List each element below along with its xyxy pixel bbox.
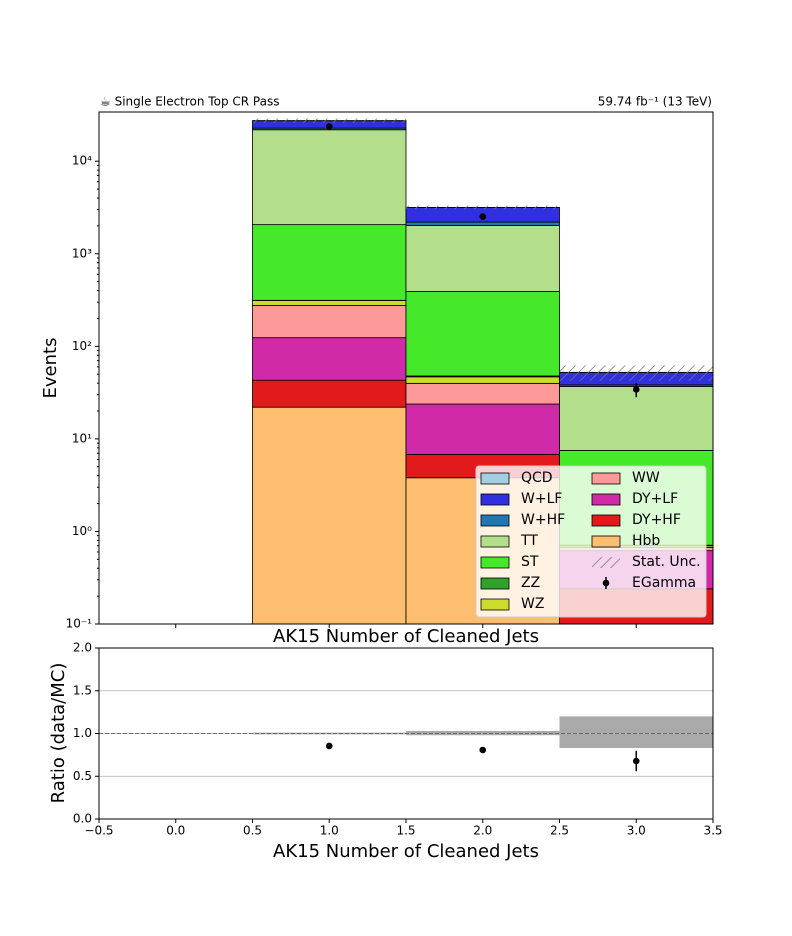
legend-swatch — [480, 535, 510, 548]
data-point — [479, 746, 487, 754]
data-point — [325, 123, 333, 130]
legend-label: Hbb — [632, 533, 660, 549]
bar-segment — [252, 337, 407, 381]
y-tick-label: 2.0 — [73, 641, 92, 655]
data-point — [632, 757, 640, 765]
legend-label: DY+LF — [632, 491, 678, 507]
y-tick-label: 0.5 — [73, 769, 92, 783]
y-tick-label: 10³ — [72, 246, 92, 260]
legend-label: QCD — [521, 470, 553, 486]
legend-swatch — [480, 556, 510, 569]
bar-segment — [405, 221, 560, 226]
legend-swatch — [480, 472, 510, 485]
mc-unc-band — [559, 716, 713, 749]
legend-label: WW — [632, 470, 660, 486]
bar-segment — [405, 225, 560, 292]
y-tick-label: 10¹ — [72, 431, 92, 445]
x-tick-label: −0.5 — [84, 824, 113, 838]
bar-segment — [252, 305, 407, 339]
y-axis-label: Events — [40, 338, 61, 399]
legend-label: ST — [521, 554, 539, 570]
legend-swatch — [480, 598, 510, 611]
x-tick-label: 0.0 — [166, 824, 185, 838]
y-tick-label: 10² — [72, 339, 92, 353]
x-tick-label: 3.5 — [703, 824, 722, 838]
bar-segment — [252, 300, 407, 306]
legend-label: EGamma — [632, 575, 696, 591]
legend-label: W+HF — [521, 512, 565, 528]
x-tick-label: 1.5 — [396, 824, 415, 838]
legend-label: ZZ — [521, 575, 540, 591]
legend-label: DY+HF — [632, 512, 681, 528]
legend-swatch — [591, 472, 621, 485]
legend-swatch — [480, 514, 510, 527]
axes-frame — [98, 111, 714, 625]
y-tick-label: 10⁻¹ — [66, 617, 93, 631]
mc-unc-band — [406, 730, 560, 736]
legend — [475, 465, 707, 618]
legend-label: WZ — [521, 596, 544, 612]
x-axis-label: AK15 Number of Cleaned Jets — [273, 841, 539, 862]
bar-segment — [405, 291, 560, 377]
bar-segment — [252, 224, 407, 301]
bar-segment — [405, 382, 560, 405]
data-point — [325, 742, 333, 750]
y-tick-label: 10⁰ — [72, 524, 92, 538]
y-tick-label: 1.0 — [73, 726, 92, 740]
data-point — [479, 213, 487, 220]
legend-swatch — [480, 493, 510, 506]
x-axis-label: AK15 Number of Cleaned Jets — [273, 626, 539, 647]
data-point — [632, 386, 640, 393]
stat-unc — [406, 205, 560, 210]
stat-unc — [559, 365, 713, 381]
x-tick-label: 2.5 — [550, 824, 569, 838]
legend-marker — [602, 579, 610, 587]
legend-swatch — [591, 514, 621, 527]
x-tick-label: 3.0 — [627, 824, 646, 838]
legend-swatch — [591, 535, 621, 548]
legend-swatch — [592, 557, 620, 568]
bar-segment — [252, 129, 407, 226]
legend-label: TT — [520, 533, 538, 549]
bar-segment — [252, 379, 407, 408]
chart-title: ☕ Single Electron Top CR Pass — [100, 95, 279, 109]
lumi-label: 59.74 fb⁻¹ (13 TeV) — [598, 95, 712, 109]
bar-segment — [252, 406, 407, 624]
y-axis-label: Ratio (data/MC) — [48, 663, 69, 804]
x-tick-label: 2.0 — [473, 824, 492, 838]
bar-segment — [405, 403, 560, 455]
legend-label: Stat. Unc. — [632, 554, 701, 570]
legend-swatch — [591, 493, 621, 506]
x-tick-label: 1.0 — [320, 824, 339, 838]
legend-swatch — [480, 577, 510, 590]
y-tick-label: 1.5 — [73, 683, 92, 697]
stat-unc — [252, 118, 406, 123]
legend-label: W+LF — [521, 491, 562, 507]
x-tick-label: 0.5 — [243, 824, 262, 838]
y-tick-label: 10⁴ — [72, 154, 92, 168]
bar-segment — [405, 376, 560, 384]
y-tick-label: 0.0 — [73, 812, 92, 826]
